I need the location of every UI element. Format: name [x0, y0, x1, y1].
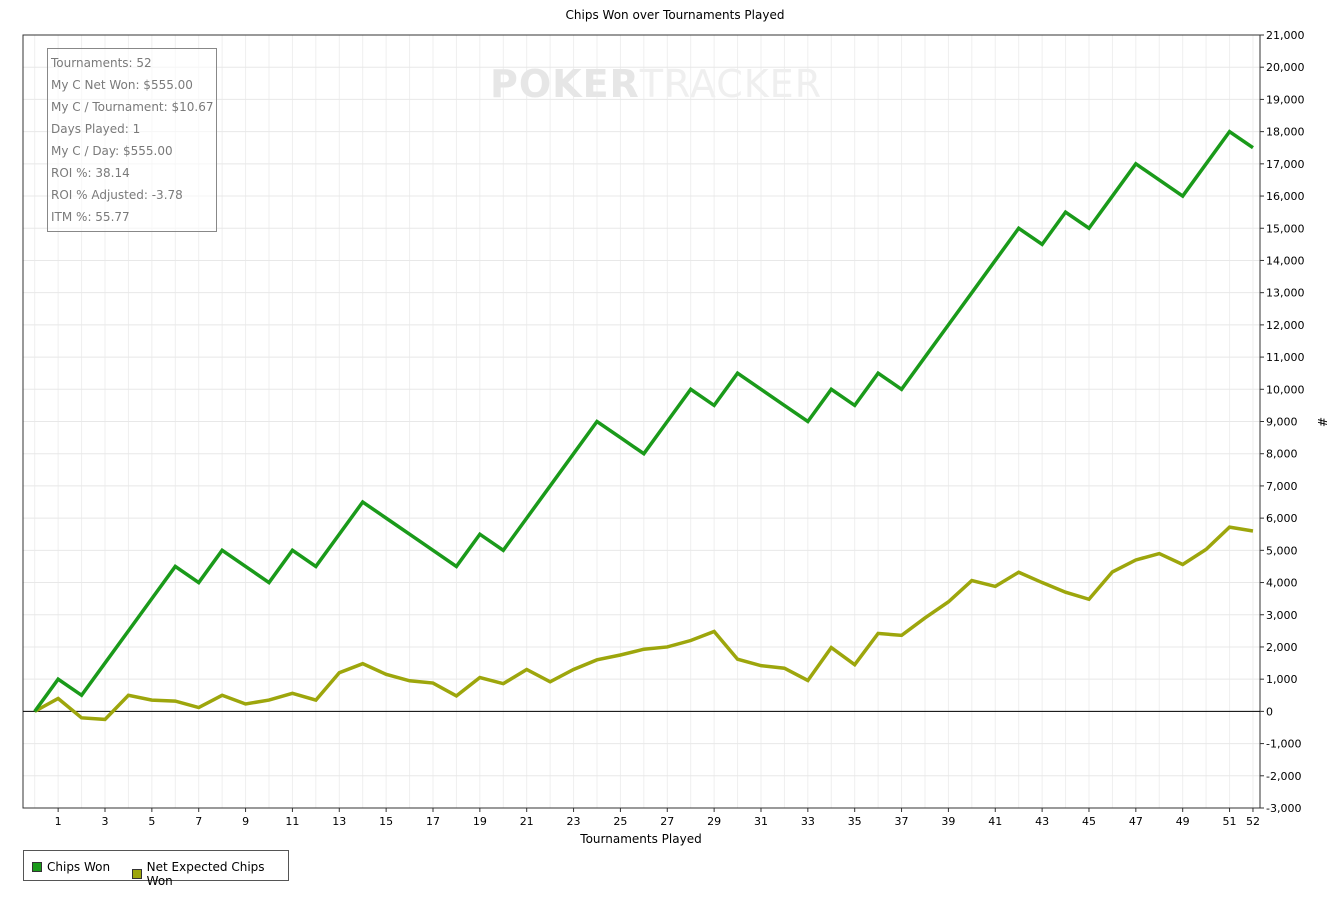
x-tick-label: 43: [1035, 815, 1049, 828]
y-tick-label: -3,000: [1266, 802, 1301, 815]
x-axis-label: Tournaments Played: [579, 832, 701, 846]
x-tick-label: 3: [101, 815, 108, 828]
y-tick-label: 2,000: [1266, 641, 1298, 654]
series-line-net-expected-chips-won: [33, 525, 1254, 722]
x-tick-label: 52: [1246, 815, 1260, 828]
x-tick-label: 29: [707, 815, 721, 828]
x-tick-label: 41: [988, 815, 1002, 828]
x-tick-label: 9: [242, 815, 249, 828]
stat-tournaments: Tournaments: 52: [51, 56, 152, 70]
legend-swatch-chips-won: [32, 862, 42, 872]
y-tick-label: 4,000: [1266, 577, 1298, 590]
x-tick-label: 37: [895, 815, 909, 828]
y-tick-label: 3,000: [1266, 609, 1298, 622]
y-tick-label: 17,000: [1266, 158, 1305, 171]
x-tick-label: 49: [1176, 815, 1190, 828]
x-tick-label: 1: [55, 815, 62, 828]
x-tick-label: 15: [379, 815, 393, 828]
x-tick-label: 33: [801, 815, 815, 828]
legend-label: Chips Won: [47, 860, 111, 874]
x-tick-label: 25: [613, 815, 627, 828]
x-tick-label: 47: [1129, 815, 1143, 828]
y-tick-label: 10,000: [1266, 383, 1305, 396]
x-tick-label: 45: [1082, 815, 1096, 828]
x-tick-label: 7: [195, 815, 202, 828]
y-axis-label: #: [1315, 417, 1329, 427]
stat-per-tournament: My C / Tournament: $10.67: [51, 100, 214, 114]
y-tick-label: 7,000: [1266, 480, 1298, 493]
y-tick-label: 18,000: [1266, 126, 1305, 139]
poker-tracker-watermark: POKERTRACKER: [490, 62, 823, 106]
legend-label: Net Expected Chips Won: [146, 860, 265, 888]
series-layer: [33, 129, 1254, 722]
y-tick-label: 8,000: [1266, 448, 1298, 461]
y-tick-label: 1,000: [1266, 673, 1298, 686]
legend: Chips Won Net Expected Chips Won: [23, 850, 289, 888]
x-tick-label: 17: [426, 815, 440, 828]
y-tick-label: -2,000: [1266, 770, 1301, 783]
stat-roi: ROI %: 38.14: [51, 166, 130, 180]
y-tick-label: 14,000: [1266, 254, 1305, 267]
series-line-chips-won: [33, 129, 1254, 713]
y-tick-label: 11,000: [1266, 351, 1305, 364]
x-tick-label: 11: [285, 815, 299, 828]
x-tick-label: 13: [332, 815, 346, 828]
legend-swatch-net-expected: [132, 869, 142, 879]
x-tick-label: 5: [148, 815, 155, 828]
x-tick-label: 27: [660, 815, 674, 828]
y-tick-label: 0: [1266, 705, 1273, 718]
x-tick-label: 23: [567, 815, 581, 828]
y-tick-label: 13,000: [1266, 287, 1305, 300]
legend-item-net-expected: Net Expected Chips Won: [132, 860, 288, 888]
x-tick-label: 51: [1223, 815, 1237, 828]
y-tick-label: 5,000: [1266, 544, 1298, 557]
x-tick-label: 31: [754, 815, 768, 828]
y-axis-ticks: -3,000 -2,000 -1,000 0 1,000 2,000 3,000 4,000 5…: [1260, 29, 1305, 815]
x-tick-label: 35: [848, 815, 862, 828]
stats-panel: Tournaments: 52 My C Net Won: $555.00 My…: [47, 48, 217, 232]
y-tick-label: 19,000: [1266, 93, 1305, 106]
stat-itm: ITM %: 55.77: [51, 210, 130, 224]
stat-days-played: Days Played: 1: [51, 122, 141, 136]
x-tick-label: 19: [473, 815, 487, 828]
stat-net-won: My C Net Won: $555.00: [51, 78, 193, 92]
chart-title: Chips Won over Tournaments Played: [566, 8, 785, 22]
stat-per-day: My C / Day: $555.00: [51, 144, 173, 158]
y-tick-label: 15,000: [1266, 222, 1305, 235]
x-tick-label: 39: [941, 815, 955, 828]
y-tick-label: 9,000: [1266, 416, 1298, 429]
x-axis-ticks: 1 3 5 7 9 11 13 15 17 19 21 23 25 27 29 31 33 35 37 39 41 43 4…: [55, 808, 1260, 828]
y-tick-label: 20,000: [1266, 61, 1305, 74]
legend-item-chips-won: Chips Won: [32, 860, 110, 874]
y-tick-label: 21,000: [1266, 29, 1305, 42]
x-tick-label: 21: [520, 815, 534, 828]
y-tick-label: -1,000: [1266, 738, 1301, 751]
y-tick-label: 16,000: [1266, 190, 1305, 203]
y-tick-label: 6,000: [1266, 512, 1298, 525]
y-tick-label: 12,000: [1266, 319, 1305, 332]
stat-roi-adjusted: ROI % Adjusted: -3.78: [51, 188, 183, 202]
